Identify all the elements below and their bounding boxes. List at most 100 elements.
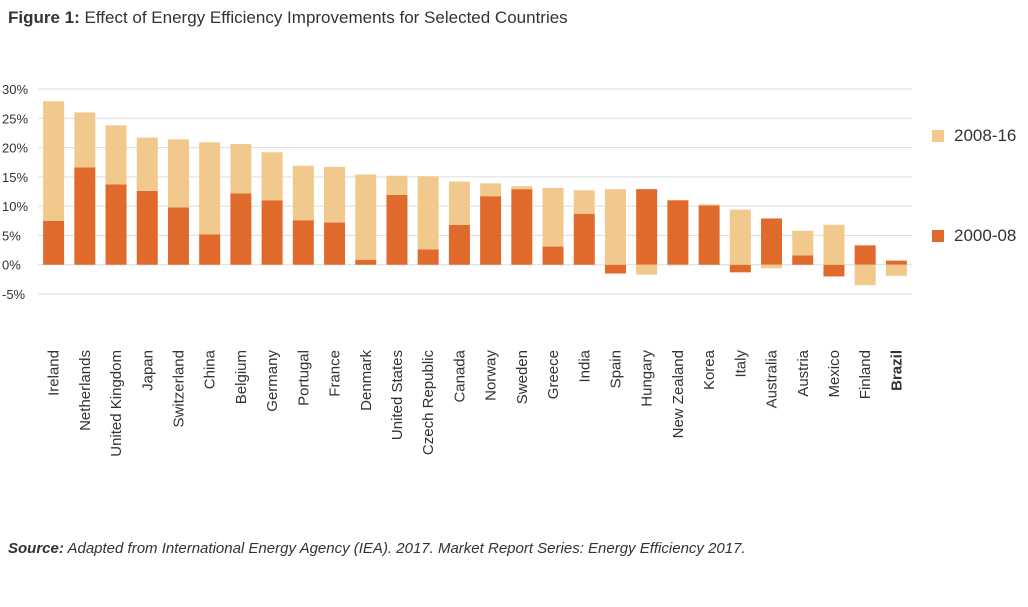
bar-2000-08 bbox=[636, 189, 658, 265]
bar-2000-08 bbox=[761, 218, 783, 265]
bar-2000-08 bbox=[230, 193, 252, 265]
source-note: Source: Adapted from International Energ… bbox=[8, 540, 746, 557]
bar-2008-16 bbox=[573, 190, 595, 214]
bar-2008-16 bbox=[43, 101, 65, 221]
bar-2000-08 bbox=[261, 200, 283, 265]
bar-2008-16 bbox=[167, 139, 189, 208]
bar-2008-16 bbox=[105, 125, 127, 185]
y-tick-label: 30% bbox=[2, 82, 28, 97]
legend-swatch-2000-08 bbox=[932, 230, 944, 242]
category-label: Switzerland bbox=[170, 350, 187, 428]
bar-2008-16 bbox=[355, 174, 377, 261]
category-label: China bbox=[202, 349, 219, 389]
bar-2008-16 bbox=[636, 264, 658, 275]
bar-2008-16 bbox=[792, 230, 814, 256]
bar-2000-08 bbox=[448, 224, 470, 265]
bar-2000-08 bbox=[542, 246, 564, 265]
bar-2008-16 bbox=[448, 181, 470, 225]
y-tick-label: 10% bbox=[2, 199, 28, 214]
bar-2008-16 bbox=[667, 264, 689, 266]
y-tick-label: 0% bbox=[2, 258, 21, 273]
category-label: Sweden bbox=[514, 350, 531, 404]
bar-2000-08 bbox=[199, 234, 221, 265]
y-tick-label: 5% bbox=[2, 228, 21, 243]
category-label: Belgium bbox=[233, 350, 250, 404]
bar-2008-16 bbox=[386, 175, 408, 196]
category-label: Germany bbox=[264, 350, 281, 412]
category-label: Hungary bbox=[639, 350, 656, 407]
category-label: Finland bbox=[857, 350, 874, 399]
bar-2000-08 bbox=[417, 249, 439, 265]
figure-title: Figure 1: Effect of Energy Efficiency Im… bbox=[8, 8, 568, 28]
y-tick-label: 25% bbox=[2, 111, 28, 126]
bar-2008-16 bbox=[542, 187, 564, 247]
bar-2008-16 bbox=[604, 189, 626, 265]
y-tick-label: 15% bbox=[2, 170, 28, 185]
bar-2000-08 bbox=[885, 260, 907, 265]
bar-2008-16 bbox=[885, 264, 907, 276]
category-label: Portugal bbox=[295, 350, 312, 406]
legend-item-2000-08: 2000-08 bbox=[932, 226, 1016, 246]
bar-2008-16 bbox=[823, 224, 845, 265]
category-label: Mexico bbox=[826, 350, 843, 398]
category-label: Brazil bbox=[888, 350, 905, 391]
category-label: Italy bbox=[732, 350, 749, 378]
bar-2000-08 bbox=[386, 195, 408, 265]
bar-2000-08 bbox=[667, 200, 689, 265]
category-label: Korea bbox=[701, 349, 718, 390]
category-label: Spain bbox=[607, 350, 624, 388]
category-label: Norway bbox=[483, 350, 500, 401]
bar-2008-16 bbox=[417, 176, 439, 250]
bar-2008-16 bbox=[854, 264, 876, 286]
source-text: Adapted from International Energy Agency… bbox=[67, 540, 746, 557]
bar-2000-08 bbox=[43, 220, 65, 265]
bar-2008-16 bbox=[729, 209, 751, 265]
bar-2000-08 bbox=[292, 220, 314, 265]
y-tick-label: 20% bbox=[2, 141, 28, 156]
bar-2000-08 bbox=[136, 190, 158, 265]
bar-2000-08 bbox=[511, 189, 533, 265]
category-label: France bbox=[327, 350, 344, 397]
legend-item-2008-16: 2008-16 bbox=[932, 126, 1016, 146]
bar-2000-08 bbox=[854, 245, 876, 265]
bar-2000-08 bbox=[167, 207, 189, 265]
bar-2008-16 bbox=[698, 204, 720, 206]
category-label: Czech Republic bbox=[420, 350, 437, 456]
category-label: India bbox=[576, 349, 593, 382]
bar-2000-08 bbox=[74, 167, 96, 265]
category-label: United Kingdom bbox=[108, 350, 125, 457]
bar-2000-08 bbox=[355, 260, 377, 265]
category-label: Denmark bbox=[358, 350, 375, 411]
category-label: United States bbox=[389, 350, 406, 440]
bar-2008-16 bbox=[230, 144, 252, 194]
legend-swatch-2008-16 bbox=[932, 130, 944, 142]
bar-2008-16 bbox=[261, 152, 283, 201]
bar-2008-16 bbox=[511, 186, 533, 190]
bar-2000-08 bbox=[105, 184, 127, 265]
category-label: Greece bbox=[545, 350, 562, 399]
legend-label-2000-08: 2000-08 bbox=[954, 226, 1017, 245]
bar-2000-08 bbox=[792, 255, 814, 265]
bar-2000-08 bbox=[729, 264, 751, 273]
bar-2000-08 bbox=[573, 213, 595, 265]
figure-title-text: Effect of Energy Efficiency Improvements… bbox=[84, 8, 568, 27]
source-lead: Source: bbox=[8, 540, 64, 557]
category-label: Japan bbox=[139, 350, 156, 391]
category-label: Netherlands bbox=[77, 350, 94, 431]
bar-2000-08 bbox=[823, 264, 845, 277]
bar-2000-08 bbox=[480, 196, 502, 265]
bar-2008-16 bbox=[199, 142, 221, 235]
bar-2000-08 bbox=[324, 222, 346, 265]
bar-2008-16 bbox=[292, 165, 314, 221]
figure-title-lead: Figure 1: bbox=[8, 8, 80, 27]
category-label: Australia bbox=[764, 349, 781, 408]
bar-2000-08 bbox=[604, 264, 626, 274]
bar-2008-16 bbox=[136, 137, 158, 191]
bar-2000-08 bbox=[698, 205, 720, 265]
category-label: New Zealand bbox=[670, 350, 687, 438]
bar-2008-16 bbox=[74, 112, 96, 168]
category-label: Ireland bbox=[46, 350, 63, 396]
legend-label-2008-16: 2008-16 bbox=[954, 126, 1017, 145]
bar-2008-16 bbox=[324, 166, 346, 223]
